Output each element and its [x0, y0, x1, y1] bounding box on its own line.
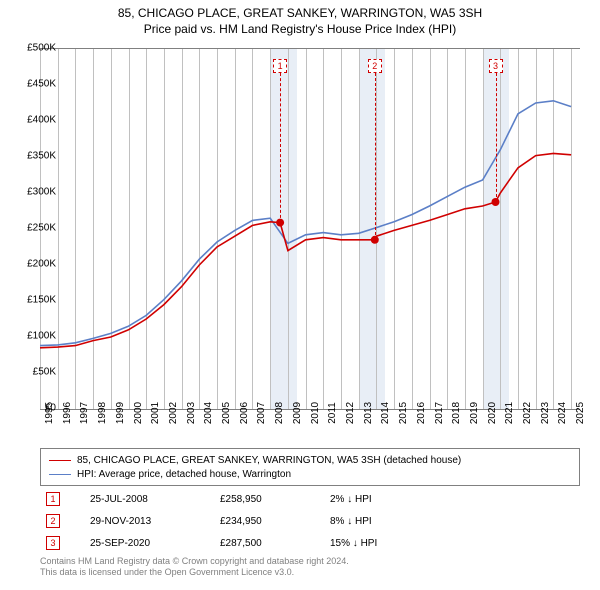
x-tick-label: 2021 [504, 402, 515, 424]
x-tick-label: 2011 [327, 402, 338, 424]
x-tick-label: 2024 [557, 402, 568, 424]
x-tick-label: 2015 [398, 402, 409, 424]
event-row-1: 1 25-JUL-2008 £258,950 2% ↓ HPI [40, 488, 580, 510]
x-tick-label: 2017 [434, 402, 445, 424]
x-tick-label: 2023 [540, 402, 551, 424]
y-tick-label: £300K [6, 187, 56, 198]
footer-line2: This data is licensed under the Open Gov… [40, 567, 349, 578]
legend-label-blue: HPI: Average price, detached house, Warr… [77, 469, 291, 480]
legend-swatch-red [49, 460, 71, 461]
y-tick-label: £0 [6, 403, 56, 414]
event-price-2: £234,950 [220, 516, 330, 527]
event-delta-3: 15% ↓ HPI [330, 538, 377, 549]
marker-box-1: 1 [273, 59, 287, 73]
chart-svg [40, 49, 580, 409]
x-tick-label: 2020 [487, 402, 498, 424]
marker-box-3: 3 [489, 59, 503, 73]
event-price-3: £287,500 [220, 538, 330, 549]
title-line2: Price paid vs. HM Land Registry's House … [0, 22, 600, 38]
x-tick-label: 2006 [239, 402, 250, 424]
footer-line1: Contains HM Land Registry data © Crown c… [40, 556, 349, 567]
footer: Contains HM Land Registry data © Crown c… [40, 556, 349, 579]
title-line1: 85, CHICAGO PLACE, GREAT SANKEY, WARRING… [0, 6, 600, 22]
event-row-2: 2 29-NOV-2013 £234,950 8% ↓ HPI [40, 510, 580, 532]
x-tick-label: 2025 [575, 402, 586, 424]
series-red [40, 153, 571, 347]
marker-box-2: 2 [368, 59, 382, 73]
event-date-1: 25-JUL-2008 [90, 494, 220, 505]
x-tick-label: 2014 [380, 402, 391, 424]
y-tick-label: £100K [6, 331, 56, 342]
y-tick-label: £500K [6, 43, 56, 54]
event-num-1: 1 [46, 492, 60, 506]
event-num-2: 2 [46, 514, 60, 528]
x-tick-label: 2016 [416, 402, 427, 424]
event-delta-1: 2% ↓ HPI [330, 494, 372, 505]
y-tick-label: £200K [6, 259, 56, 270]
x-tick-label: 2008 [274, 402, 285, 424]
x-tick-label: 2009 [292, 402, 303, 424]
x-tick-label: 2004 [203, 402, 214, 424]
x-tick-label: 2022 [522, 402, 533, 424]
legend-box: 85, CHICAGO PLACE, GREAT SANKEY, WARRING… [40, 448, 580, 486]
x-tick-label: 2010 [310, 402, 321, 424]
x-tick-label: 2002 [168, 402, 179, 424]
y-tick-label: £250K [6, 223, 56, 234]
legend-row-red: 85, CHICAGO PLACE, GREAT SANKEY, WARRING… [49, 453, 571, 467]
x-tick-label: 2000 [133, 402, 144, 424]
x-tick-label: 1996 [62, 402, 73, 424]
x-tick-label: 2005 [221, 402, 232, 424]
event-row-3: 3 25-SEP-2020 £287,500 15% ↓ HPI [40, 532, 580, 554]
x-tick-label: 1997 [79, 402, 90, 424]
title-block: 85, CHICAGO PLACE, GREAT SANKEY, WARRING… [0, 0, 600, 37]
y-tick-label: £450K [6, 79, 56, 90]
event-date-3: 25-SEP-2020 [90, 538, 220, 549]
y-tick-label: £150K [6, 295, 56, 306]
x-tick-label: 2001 [150, 402, 161, 424]
x-tick-label: 2018 [451, 402, 462, 424]
x-tick-label: 1998 [97, 402, 108, 424]
x-tick-label: 2007 [256, 402, 267, 424]
legend-label-red: 85, CHICAGO PLACE, GREAT SANKEY, WARRING… [77, 455, 461, 466]
event-price-1: £258,950 [220, 494, 330, 505]
legend-swatch-blue [49, 474, 71, 475]
event-num-3: 3 [46, 536, 60, 550]
y-tick-label: £50K [6, 367, 56, 378]
x-tick-label: 2019 [469, 402, 480, 424]
y-tick-label: £400K [6, 115, 56, 126]
x-tick-label: 2013 [363, 402, 374, 424]
chart-container: 85, CHICAGO PLACE, GREAT SANKEY, WARRING… [0, 0, 600, 590]
event-delta-2: 8% ↓ HPI [330, 516, 372, 527]
x-tick-label: 2012 [345, 402, 356, 424]
x-tick-label: 1999 [115, 402, 126, 424]
chart-area: 1 2 3 [40, 48, 580, 410]
y-tick-label: £350K [6, 151, 56, 162]
events-box: 1 25-JUL-2008 £258,950 2% ↓ HPI 2 29-NOV… [40, 488, 580, 554]
x-tick-label: 2003 [186, 402, 197, 424]
legend-row-blue: HPI: Average price, detached house, Warr… [49, 467, 571, 481]
event-date-2: 29-NOV-2013 [90, 516, 220, 527]
series-blue [40, 101, 571, 346]
